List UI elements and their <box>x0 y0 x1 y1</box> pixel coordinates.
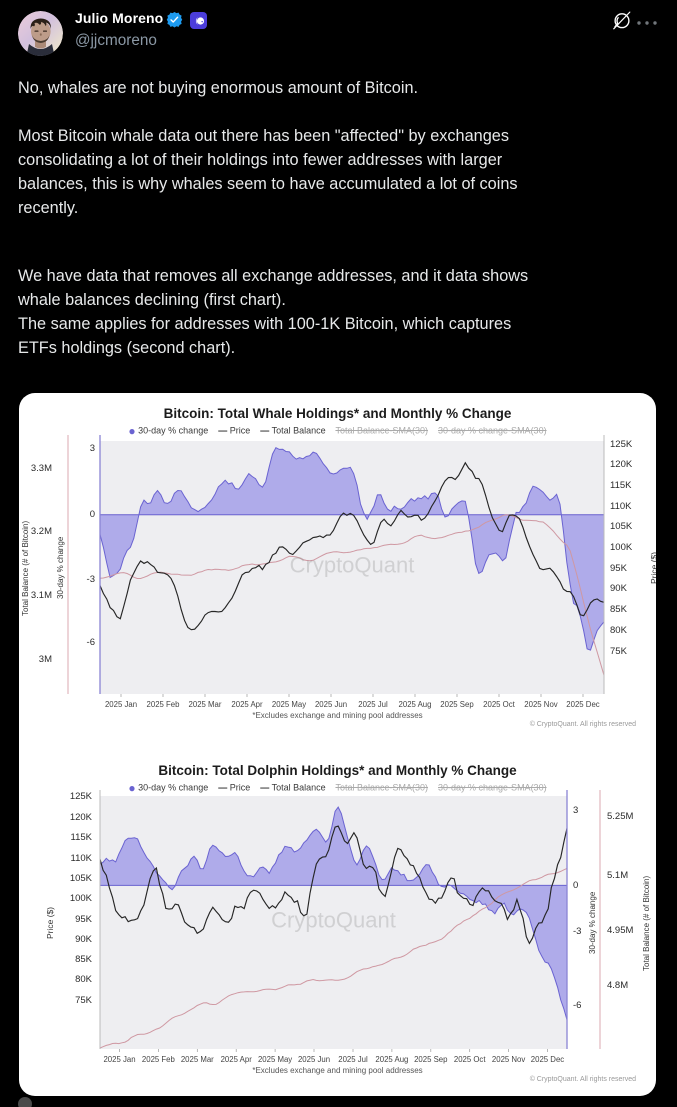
svg-text:CryptoQuant: CryptoQuant <box>271 908 396 933</box>
